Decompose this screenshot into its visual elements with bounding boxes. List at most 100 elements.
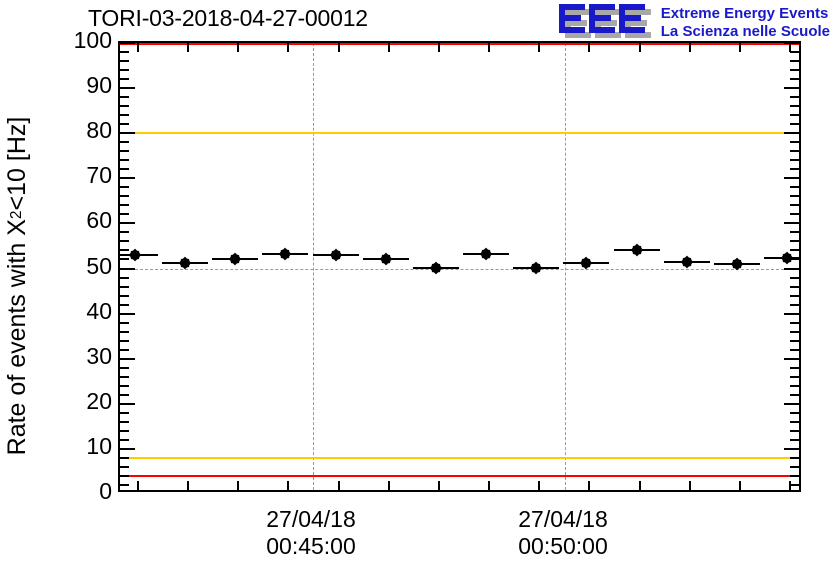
x-axis-tick-label-date: 27/04/18 [266, 506, 356, 532]
y-axis-major-tick [120, 267, 135, 270]
y-axis-minor-tick-right [790, 141, 799, 144]
x-axis-minor-tick-top [488, 43, 491, 52]
y-axis-minor-tick-right [790, 456, 799, 459]
data-point-marker [228, 252, 242, 265]
y-axis-minor-tick-right [790, 105, 799, 108]
x-axis-minor-tick [387, 481, 390, 490]
y-axis-major-tick [120, 87, 135, 90]
data-point-marker [680, 255, 694, 269]
y-axis-label: Rate of events with X 2 <10 [Hz] [2, 116, 31, 456]
x-axis-minor-tick [287, 481, 290, 490]
y-axis-minor-tick-right [790, 249, 799, 252]
x-axis-minor-tick-top [137, 43, 139, 52]
y-axis-minor-tick [120, 429, 129, 432]
y-axis-minor-tick-right [790, 339, 799, 342]
y-axis-major-tick [120, 312, 135, 315]
x-axis-minor-tick-top [437, 43, 440, 52]
x-axis-minor-tick [337, 481, 340, 490]
y-axis-tick-label: 30 [86, 342, 112, 369]
y-axis-minor-tick-right [790, 204, 799, 207]
y-axis-major-tick-right [784, 267, 799, 270]
y-axis-minor-tick [120, 375, 129, 378]
y-axis-minor-tick-right [790, 393, 799, 396]
logo-e-shadow [594, 9, 621, 38]
y-axis-minor-tick [120, 321, 129, 324]
y-axis-minor-tick [120, 366, 129, 369]
y-axis-minor-tick [120, 285, 129, 288]
x-axis-minor-tick [137, 481, 139, 490]
logo-line-2: La Scienza nelle Scuole [660, 23, 830, 40]
x-axis-minor-tick-top [337, 43, 340, 52]
y-axis-minor-tick-right [790, 321, 799, 324]
y-axis-minor-tick [120, 348, 129, 351]
y-axis-tick-label: 20 [86, 387, 112, 414]
x-axis-tick-label: 27/04/18 00:45:00 [221, 506, 401, 560]
logo-e-letter [588, 4, 615, 33]
reference-line-upper-warning [120, 132, 799, 135]
vertical-gridline [565, 43, 566, 490]
y-axis-label-pre: Rate of events with X [2, 219, 31, 456]
y-axis-minor-tick-right [790, 303, 799, 306]
y-axis-tick-label: 40 [86, 297, 112, 324]
x-axis-tick-label: 27/04/18 00:50:00 [473, 506, 653, 560]
y-axis-minor-tick [120, 330, 129, 333]
y-axis-label-post: <10 [Hz] [2, 116, 31, 211]
y-axis-tick-label: 60 [86, 207, 112, 234]
y-axis-major-tick-right [784, 357, 799, 360]
y-axis-minor-tick [120, 240, 129, 243]
y-axis-major-tick [120, 447, 135, 450]
plot-area [118, 41, 801, 492]
x-axis-minor-tick-top [738, 43, 741, 52]
y-axis-minor-tick-right [790, 195, 799, 198]
y-axis-tick-label: 100 [73, 27, 112, 53]
y-axis-minor-tick-right [790, 384, 799, 387]
y-axis-major-tick-right [784, 402, 799, 405]
y-axis-minor-tick-right [790, 231, 799, 234]
y-axis-major-tick-right [784, 222, 799, 225]
y-axis-major-tick-right [784, 87, 799, 90]
y-axis-minor-tick [120, 258, 129, 261]
y-axis-minor-tick-right [790, 375, 799, 378]
plot-inner [120, 43, 799, 490]
data-point-marker [279, 247, 292, 261]
y-axis-minor-tick [120, 339, 129, 342]
y-axis-minor-tick [120, 231, 129, 234]
y-axis-minor-tick-right [790, 294, 799, 297]
y-axis-minor-tick-right [790, 51, 799, 54]
x-axis-minor-tick [638, 481, 641, 490]
x-axis-minor-tick [738, 481, 741, 490]
y-axis-major-tick-right [784, 447, 799, 450]
y-axis-minor-tick-right [790, 285, 799, 288]
x-axis-minor-tick [588, 481, 591, 490]
y-axis-tick-label: 80 [86, 117, 112, 144]
horizontal-gridline [120, 268, 799, 270]
y-axis-tick-label: 70 [86, 162, 112, 189]
x-axis-minor-tick [187, 481, 190, 490]
y-axis-minor-tick-right [790, 465, 799, 468]
y-axis-minor-tick [120, 150, 129, 153]
y-axis-minor-tick [120, 123, 129, 126]
x-axis-tick-label-date: 27/04/18 [518, 506, 608, 532]
y-axis-minor-tick-right [790, 123, 799, 126]
y-axis-minor-tick [120, 204, 129, 207]
y-axis-minor-tick-right [790, 240, 799, 243]
y-axis-tick-label: 90 [86, 72, 112, 99]
y-axis-minor-tick-right [790, 330, 799, 333]
y-axis-major-tick-right [784, 132, 799, 135]
y-axis-major-tick [120, 132, 135, 135]
vertical-gridline [313, 43, 314, 490]
y-axis-minor-tick [120, 213, 129, 216]
y-axis-minor-tick [120, 276, 129, 279]
y-axis-minor-tick-right [790, 258, 799, 261]
data-point-marker [128, 248, 142, 262]
y-axis-minor-tick-right [790, 186, 799, 189]
y-axis-minor-tick [120, 384, 129, 387]
y-axis-major-tick-right [784, 312, 799, 315]
data-point-marker [429, 261, 443, 274]
y-axis-minor-tick-right [790, 276, 799, 279]
y-axis-major-tick-right [784, 43, 799, 44]
y-axis-minor-tick [120, 186, 129, 189]
reference-line-upper-alarm [120, 43, 799, 45]
y-axis-minor-tick [120, 69, 129, 72]
